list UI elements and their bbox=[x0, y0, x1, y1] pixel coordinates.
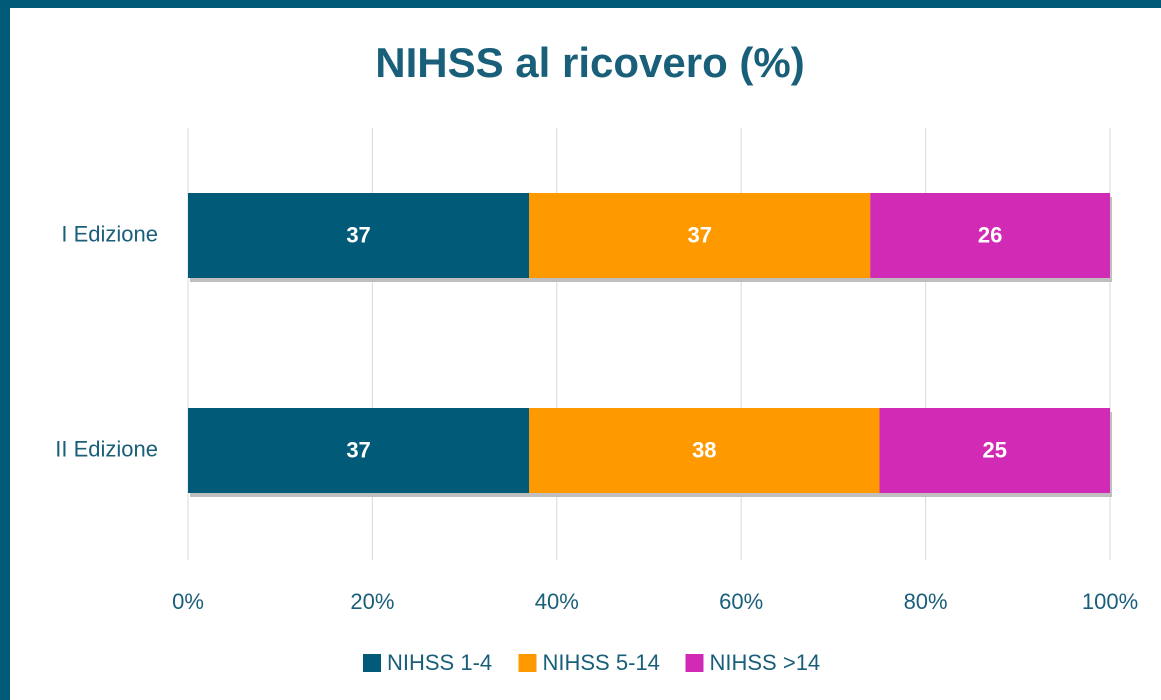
bar-segment bbox=[529, 193, 871, 278]
value-label: 37 bbox=[687, 222, 711, 247]
value-label: 37 bbox=[346, 222, 370, 247]
legend-label: NIHSS 1-4 bbox=[387, 650, 492, 675]
bar-segment bbox=[188, 193, 530, 278]
background bbox=[10, 8, 1161, 700]
bar-segment bbox=[870, 193, 1110, 278]
chart-title: NIHSS al ricovero (%) bbox=[375, 39, 804, 86]
x-tick-label: 60% bbox=[719, 589, 763, 614]
x-tick-label: 100% bbox=[1082, 589, 1138, 614]
legend-label: NIHSS 5-14 bbox=[543, 650, 660, 675]
y-tick-label: I Edizione bbox=[61, 221, 158, 246]
x-tick-label: 20% bbox=[350, 589, 394, 614]
legend-swatch bbox=[685, 654, 704, 672]
bar-segment bbox=[188, 408, 530, 493]
value-label: 26 bbox=[978, 222, 1002, 247]
x-tick-label: 40% bbox=[535, 589, 579, 614]
x-tick-label: 80% bbox=[904, 589, 948, 614]
legend-swatch bbox=[518, 654, 537, 672]
bar-segment bbox=[529, 408, 880, 493]
value-label: 37 bbox=[346, 437, 370, 462]
value-label: 38 bbox=[692, 437, 716, 462]
bar-segment bbox=[879, 408, 1110, 493]
y-tick-label: II Edizione bbox=[55, 436, 158, 461]
legend-swatch bbox=[363, 654, 381, 672]
value-label: 25 bbox=[983, 437, 1007, 462]
legend-label: NIHSS >14 bbox=[710, 650, 821, 675]
x-tick-label: 0% bbox=[172, 589, 204, 614]
